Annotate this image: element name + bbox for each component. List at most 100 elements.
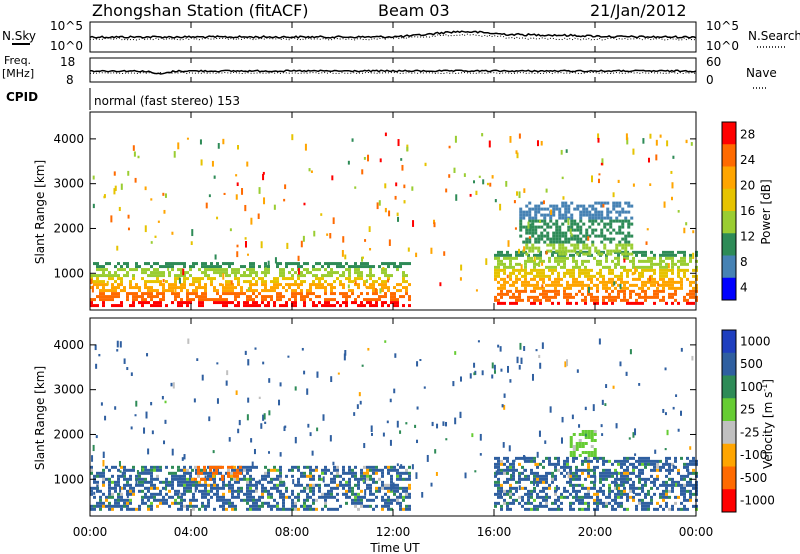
- power-heatmap-cell: [519, 225, 523, 229]
- power-heatmap-cell: [162, 292, 165, 296]
- power-heatmap-cell: [561, 252, 565, 256]
- velocity-heatmap-cell: [689, 489, 692, 493]
- power-heatmap-cell: [326, 233, 329, 236]
- velocity-heatmap-cell: [605, 459, 608, 463]
- power-heatmap-cell: [312, 301, 315, 305]
- power-heatmap-cell: [602, 277, 605, 281]
- velocity-heatmap-cell: [249, 495, 252, 499]
- power-heatmap-cell: [177, 301, 180, 305]
- power-heatmap-cell: [273, 280, 276, 284]
- power-heatmap-cell: [588, 204, 592, 208]
- power-heatmap-cell: [528, 240, 532, 244]
- power-heatmap-cell: [415, 252, 418, 258]
- power-heatmap-cell: [324, 289, 327, 293]
- velocity-heatmap-cell: [469, 373, 472, 379]
- velocity-heatmap-cell: [497, 495, 500, 499]
- power-heatmap-cell: [222, 304, 225, 308]
- power-heatmap-cell: [190, 241, 193, 246]
- power-heatmap-cell: [372, 286, 375, 290]
- power-heatmap-cell: [497, 286, 500, 290]
- velocity-heatmap-cell: [345, 489, 348, 493]
- velocity-heatmap-cell: [342, 468, 345, 472]
- power-heatmap-cell: [284, 184, 287, 190]
- velocity-heatmap-cell: [599, 471, 602, 475]
- power-heatmap-cell: [630, 243, 634, 247]
- velocity-heatmap-cell: [120, 474, 123, 478]
- power-heatmap-cell: [360, 301, 363, 305]
- power-heatmap-cell: [174, 298, 177, 302]
- power-heatmap-cell: [596, 283, 599, 287]
- power-heatmap-cell: [90, 277, 93, 281]
- velocity-heatmap-cell: [312, 483, 315, 487]
- power-range-tick-label: 1000: [53, 266, 84, 280]
- power-heatmap-cell: [545, 265, 548, 269]
- velocity-heatmap-cell: [189, 486, 192, 490]
- velocity-heatmap-cell: [237, 428, 240, 434]
- velocity-heatmap-cell: [533, 456, 536, 460]
- power-heatmap-cell: [605, 280, 608, 284]
- velocity-heatmap-cell: [538, 430, 541, 437]
- power-heatmap-cell: [641, 301, 644, 305]
- power-heatmap-cell: [91, 285, 94, 293]
- power-heatmap-cell: [624, 201, 628, 205]
- power-heatmap-cell: [579, 225, 583, 229]
- power-heatmap-cell: [494, 295, 497, 299]
- velocity-heatmap-cell: [332, 461, 335, 466]
- power-heatmap-cell: [237, 145, 240, 150]
- power-heatmap-cell: [564, 210, 568, 214]
- power-heatmap-cell: [647, 265, 650, 269]
- power-heatmap-cell: [668, 250, 671, 254]
- velocity-heatmap-cell: [569, 450, 573, 454]
- power-heatmap-cell: [671, 259, 674, 263]
- velocity-heatmap-cell: [396, 501, 399, 505]
- velocity-heatmap-cell: [680, 477, 683, 481]
- power-heatmap-cell: [527, 295, 530, 299]
- power-heatmap-cell: [539, 256, 542, 260]
- power-heatmap-cell: [273, 204, 276, 210]
- velocity-heatmap-cell: [135, 478, 138, 486]
- velocity-heatmap-cell: [348, 486, 351, 490]
- velocity-heatmap-cell: [195, 483, 198, 487]
- power-heatmap-cell: [515, 280, 518, 284]
- velocity-heatmap-cell: [312, 486, 315, 490]
- velocity-heatmap-cell: [215, 468, 218, 472]
- velocity-heatmap-cell: [192, 480, 195, 484]
- velocity-heatmap-cell: [243, 498, 246, 502]
- power-heatmap-cell: [357, 265, 360, 269]
- power-heatmap-cell: [243, 280, 246, 284]
- power-heatmap-cell: [198, 295, 201, 299]
- power-heatmap-cell: [566, 256, 569, 260]
- power-heatmap-cell: [369, 268, 372, 272]
- power-heatmap-cell: [581, 262, 584, 266]
- power-heatmap-cell: [249, 271, 252, 275]
- velocity-heatmap-cell: [384, 498, 387, 502]
- velocity-heatmap-cell: [192, 498, 195, 502]
- velocity-heatmap-cell: [306, 486, 309, 490]
- velocity-heatmap-cell: [141, 489, 144, 493]
- velocity-heatmap-cell: [195, 471, 198, 475]
- power-heatmap-cell: [126, 265, 129, 269]
- velocity-heatmap-cell: [575, 444, 579, 448]
- power-heatmap-cell: [585, 207, 589, 211]
- velocity-heatmap-cell: [548, 483, 551, 487]
- velocity-heatmap-cell: [359, 400, 362, 405]
- power-heatmap-cell: [144, 262, 147, 266]
- power-heatmap-cell: [635, 253, 638, 257]
- velocity-heatmap-cell: [500, 507, 503, 511]
- power-heatmap-cell: [264, 298, 267, 302]
- velocity-heatmap-cell: [114, 465, 117, 469]
- velocity-heatmap-cell: [509, 462, 512, 466]
- power-heatmap-cell: [240, 274, 243, 278]
- power-heatmap-cell: [397, 139, 400, 147]
- power-heatmap-cell: [135, 262, 138, 266]
- power-heatmap-cell: [613, 281, 616, 286]
- power-heatmap-cell: [264, 280, 267, 284]
- velocity-heatmap-cell: [186, 483, 189, 487]
- velocity-heatmap-cell: [512, 468, 515, 472]
- power-heatmap-cell: [345, 298, 348, 302]
- power-heatmap-cell: [519, 222, 523, 226]
- velocity-heatmap-cell: [548, 459, 551, 463]
- velocity-heatmap-cell: [195, 504, 198, 508]
- power-heatmap-cell: [156, 277, 159, 281]
- power-heatmap-cell: [195, 292, 198, 296]
